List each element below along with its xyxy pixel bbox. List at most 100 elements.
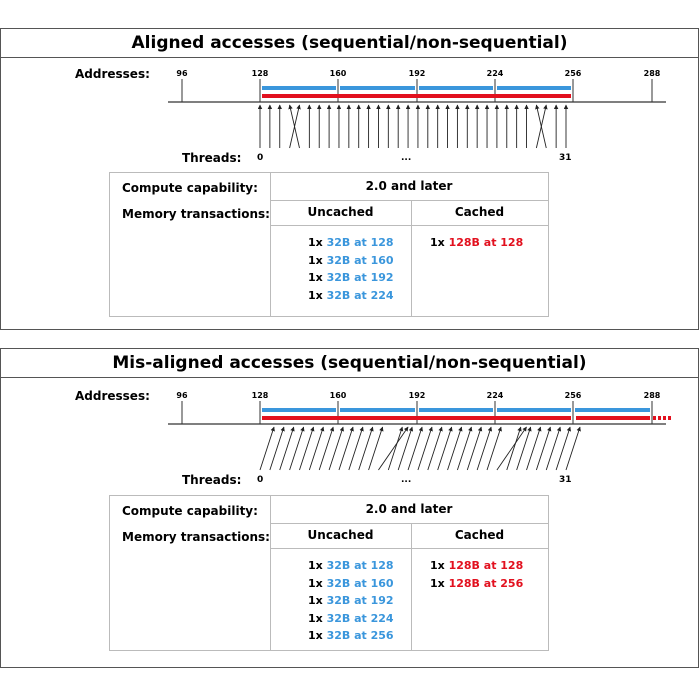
misaligned-thread-arrow — [348, 426, 364, 471]
misaligned-thread-arrow — [269, 426, 285, 471]
aligned-cached-header: Cached — [411, 200, 548, 226]
aligned-column-divider — [411, 225, 412, 316]
aligned-transactions-table: Compute capability: Memory transactions:… — [109, 172, 549, 317]
misaligned-address-tick-label: 288 — [644, 391, 661, 400]
misaligned-cached-list: 1x 128B at 128 1x 128B at 256 — [430, 557, 523, 592]
misaligned-thread-arrow — [299, 426, 315, 471]
aligned-address-tick-label: 256 — [565, 69, 582, 78]
aligned-uncached-item: 1x 32B at 160 — [308, 253, 394, 267]
misaligned-thread-arrow — [526, 426, 542, 471]
misaligned-thread-arrow — [407, 426, 423, 471]
misaligned-address-tick-label: 160 — [330, 391, 347, 400]
aligned-address-tick-label: 192 — [409, 69, 426, 78]
misaligned-thread-arrow — [565, 426, 581, 471]
misaligned-address-tick-label: 256 — [565, 391, 582, 400]
misaligned-label-column — [110, 496, 271, 650]
misaligned-uncached-item: 1x 32B at 160 — [308, 576, 394, 590]
misaligned-thread-arrow — [466, 426, 483, 471]
aligned-cached-item: 1x 128B at 128 — [430, 236, 524, 249]
misaligned-thread-arrow — [328, 426, 344, 471]
aligned-address-tick-label: 288 — [644, 69, 661, 78]
aligned-address-tick-label: 96 — [176, 69, 188, 78]
misaligned-title: Mis-aligned accesses (sequential/non-seq… — [1, 349, 698, 378]
aligned-thread-arrow — [535, 104, 547, 149]
aligned-uncached-segment — [497, 86, 571, 90]
misaligned-address-diagram: 96 128 160 192 224 256 288 — [168, 391, 671, 471]
aligned-title: Aligned accesses (sequential/non-sequent… — [1, 29, 698, 58]
aligned-compute-value: 2.0 and later — [270, 173, 548, 201]
misaligned-thread-arrow — [456, 426, 473, 471]
aligned-uncached-segment — [340, 86, 415, 90]
misaligned-thread-last: 31 — [559, 475, 572, 485]
misaligned-thread-arrow — [516, 426, 532, 471]
misaligned-threads-label: Threads: — [182, 473, 242, 487]
misaligned-memory-label: Memory transactions: — [122, 530, 270, 544]
aligned-address-diagram: 96 128 160 192 224 256 288 — [168, 69, 666, 149]
misaligned-cached-segment — [262, 416, 571, 420]
misaligned-uncached-item: 1x 32B at 224 — [308, 611, 394, 625]
misaligned-addresses-label: Addresses: — [75, 389, 150, 403]
misaligned-uncached-item: 1x 32B at 192 — [308, 594, 394, 607]
misaligned-cached-item: 1x 128B at 256 — [430, 576, 524, 590]
aligned-uncached-item: 1x 32B at 224 — [308, 288, 394, 302]
aligned-thread-first: 0 — [257, 153, 264, 163]
aligned-memory-label: Memory transactions: — [122, 207, 270, 221]
misaligned-compute-label: Compute capability: — [122, 504, 258, 518]
misaligned-cached-continuation — [663, 416, 666, 420]
aligned-compute-label: Compute capability: — [122, 181, 258, 195]
misaligned-transactions-table: Compute capability: Memory transactions:… — [109, 495, 549, 651]
misaligned-panel: Mis-aligned accesses (sequential/non-seq… — [0, 348, 699, 668]
misaligned-cached-continuation — [658, 416, 661, 420]
aligned-label-column — [110, 173, 271, 316]
misaligned-address-tick-label: 192 — [409, 391, 426, 400]
aligned-cached-segment — [262, 94, 571, 98]
misaligned-thread-arrow — [318, 426, 335, 471]
aligned-uncached-header: Uncached — [270, 200, 412, 226]
aligned-threads-label: Threads: — [182, 151, 242, 165]
misaligned-uncached-list: 1x 32B at 128 1x 32B at 160 1x 32B at 19… — [308, 557, 394, 645]
aligned-thread-last: 31 — [559, 153, 572, 163]
misaligned-address-tick-label: 96 — [176, 391, 188, 400]
aligned-address-tick-label: 160 — [330, 69, 347, 78]
misaligned-cached-header: Cached — [411, 523, 548, 549]
misaligned-column-divider — [411, 548, 412, 650]
misaligned-uncached-segment — [419, 408, 493, 412]
aligned-uncached-segment — [262, 86, 336, 90]
aligned-thread-arrow — [288, 104, 300, 149]
misaligned-thread-arrow — [378, 426, 409, 471]
aligned-address-tick-label: 224 — [487, 69, 504, 78]
misaligned-thread-arrow — [358, 426, 374, 471]
misaligned-cached-segment — [576, 416, 650, 420]
misaligned-uncached-segment — [340, 408, 415, 412]
aligned-uncached-list: 1x 32B at 128 1x 32B at 160 1x 32B at 19… — [308, 234, 394, 304]
misaligned-uncached-segment — [262, 408, 336, 412]
misaligned-thread-arrow — [427, 426, 443, 471]
misaligned-thread-arrow — [397, 426, 414, 471]
misaligned-thread-arrow — [338, 426, 354, 471]
misaligned-compute-value: 2.0 and later — [270, 496, 548, 524]
misaligned-thread-arrow — [545, 426, 562, 471]
aligned-panel: Aligned accesses (sequential/non-sequent… — [0, 28, 699, 330]
misaligned-thread-arrow — [506, 426, 522, 471]
misaligned-uncached-header: Uncached — [270, 523, 412, 549]
misaligned-thread-arrow — [417, 426, 433, 471]
misaligned-thread-arrow — [486, 426, 502, 471]
misaligned-thread-arrow — [308, 426, 325, 471]
misaligned-thread-arrow — [289, 426, 305, 471]
misaligned-thread-arrow — [368, 426, 384, 471]
misaligned-thread-first: 0 — [257, 475, 264, 485]
misaligned-uncached-segment — [497, 408, 571, 412]
aligned-addresses-label: Addresses: — [75, 67, 150, 81]
misaligned-thread-arrow — [447, 426, 463, 471]
misaligned-cached-continuation — [668, 416, 671, 420]
misaligned-thread-arrow — [555, 426, 572, 471]
misaligned-thread-arrow — [387, 426, 404, 471]
misaligned-thread-arrow — [259, 426, 275, 471]
aligned-uncached-item: 1x 32B at 128 — [308, 236, 394, 249]
misaligned-address-tick-label: 224 — [487, 391, 504, 400]
aligned-thread-ellipsis: ... — [401, 153, 412, 163]
misaligned-thread-arrow — [279, 426, 295, 471]
misaligned-uncached-segment — [575, 408, 650, 412]
aligned-address-tick-label: 128 — [252, 69, 269, 78]
misaligned-cached-item: 1x 128B at 128 — [430, 559, 524, 572]
